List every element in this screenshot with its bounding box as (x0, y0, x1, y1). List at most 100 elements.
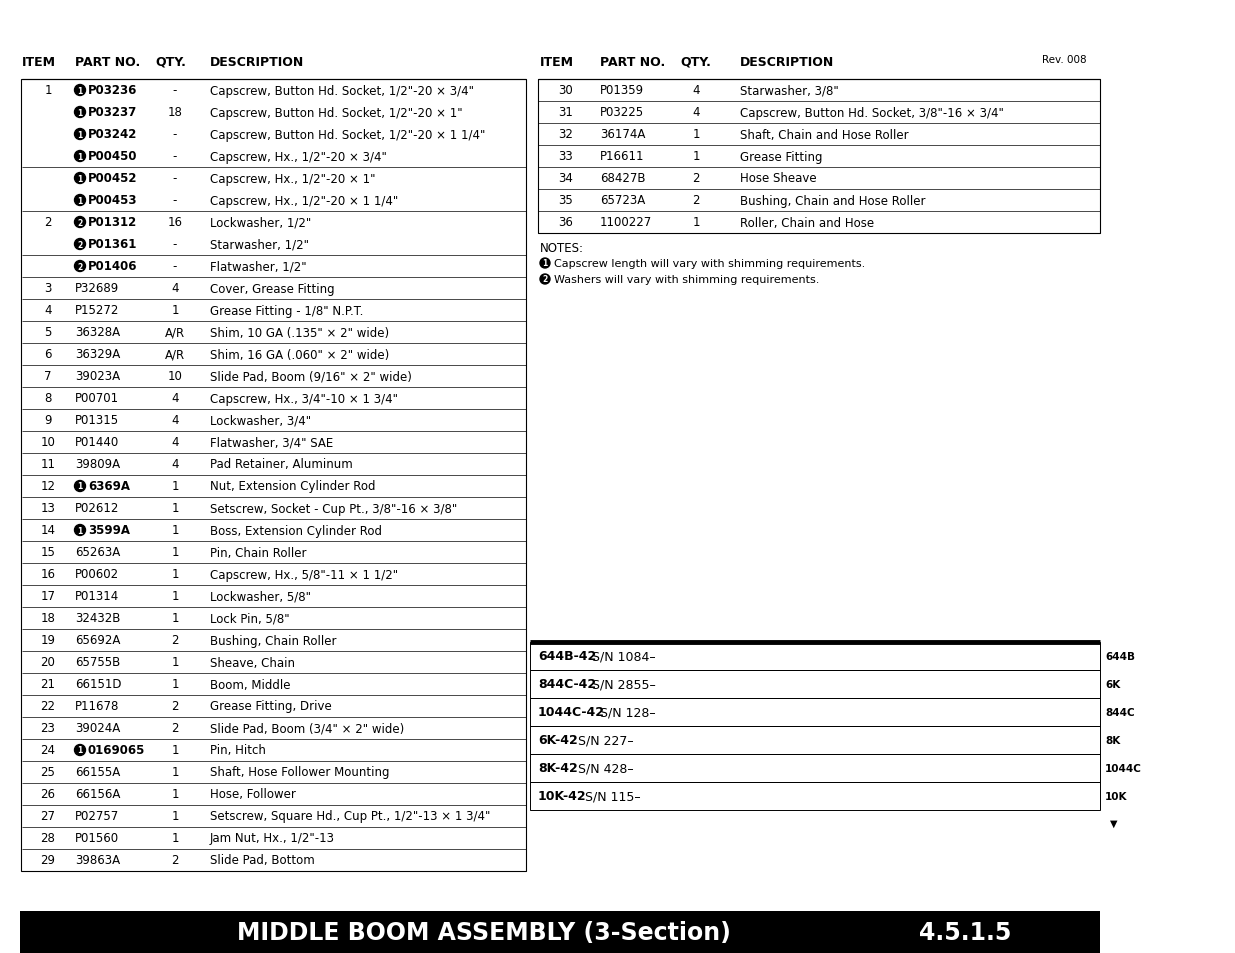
Text: P03237: P03237 (88, 107, 137, 119)
Text: 10: 10 (41, 436, 56, 449)
Text: Setscrew, Socket - Cup Pt., 3/8"-16 × 3/8": Setscrew, Socket - Cup Pt., 3/8"-16 × 3/… (210, 502, 457, 515)
Text: 1: 1 (78, 482, 83, 491)
Text: QTY.: QTY. (156, 55, 186, 69)
Text: Shaft, Hose Follower Mounting: Shaft, Hose Follower Mounting (210, 765, 389, 779)
Bar (530, 726, 1100, 754)
Text: P00453: P00453 (88, 194, 137, 208)
Text: Grease Fitting, Drive: Grease Fitting, Drive (210, 700, 332, 713)
Text: 1044C-42: 1044C-42 (538, 706, 605, 719)
Text: 19: 19 (41, 634, 56, 647)
Text: 1: 1 (172, 590, 179, 603)
Text: 4: 4 (172, 392, 179, 405)
Text: Roller, Chain and Hose: Roller, Chain and Hose (740, 216, 874, 230)
Text: MIDDLE BOOM ASSEMBLY (3-Section): MIDDLE BOOM ASSEMBLY (3-Section) (237, 920, 731, 944)
Text: 4: 4 (172, 458, 179, 471)
Text: 39809A: 39809A (75, 458, 120, 471)
Text: 2: 2 (172, 721, 179, 735)
Text: -: - (173, 194, 177, 208)
Text: ▼: ▼ (1110, 818, 1118, 828)
Text: 16: 16 (41, 568, 56, 581)
Text: P02612: P02612 (75, 502, 120, 515)
Text: 16: 16 (168, 216, 183, 230)
Text: 27: 27 (41, 810, 56, 822)
Text: 1: 1 (78, 174, 83, 183)
Text: 0169065: 0169065 (88, 743, 146, 757)
Circle shape (74, 261, 85, 273)
Text: 9: 9 (44, 414, 52, 427)
Text: 4: 4 (172, 414, 179, 427)
Text: 6K: 6K (1105, 679, 1120, 689)
Text: P03236: P03236 (88, 85, 137, 97)
Text: 2: 2 (78, 262, 83, 272)
Text: 644B-42: 644B-42 (538, 650, 597, 662)
Text: Capscrew, Hx., 1/2"-20 × 1": Capscrew, Hx., 1/2"-20 × 1" (210, 172, 375, 185)
Text: 31: 31 (558, 107, 573, 119)
Text: 65755B: 65755B (75, 656, 120, 669)
Text: Capscrew, Hx., 1/2"-20 × 3/4": Capscrew, Hx., 1/2"-20 × 3/4" (210, 151, 387, 163)
Text: 36329A: 36329A (75, 348, 120, 361)
Text: 68427B: 68427B (600, 172, 646, 185)
Text: 4: 4 (44, 304, 52, 317)
Text: 1: 1 (172, 743, 179, 757)
Text: 1: 1 (78, 526, 83, 535)
Text: Flatwasher, 3/4" SAE: Flatwasher, 3/4" SAE (210, 436, 333, 449)
Text: 66155A: 66155A (75, 765, 120, 779)
Text: 65692A: 65692A (75, 634, 120, 647)
Text: Slide Pad, Bottom: Slide Pad, Bottom (210, 854, 315, 866)
Text: 1: 1 (78, 196, 83, 205)
Text: 1: 1 (44, 85, 52, 97)
Text: 8: 8 (44, 392, 52, 405)
Text: 1044C: 1044C (1105, 763, 1142, 773)
Circle shape (74, 86, 85, 96)
Bar (538, 80, 1100, 233)
Text: 24: 24 (41, 743, 56, 757)
Text: S/N 128–: S/N 128– (595, 706, 656, 719)
Text: Capscrew length will vary with shimming requirements.: Capscrew length will vary with shimming … (555, 258, 866, 269)
Text: 1: 1 (693, 129, 700, 141)
Text: 2: 2 (172, 854, 179, 866)
Text: QTY.: QTY. (680, 55, 711, 69)
Text: -: - (173, 85, 177, 97)
Text: Pin, Chain Roller: Pin, Chain Roller (210, 546, 306, 558)
Text: 6369A: 6369A (88, 480, 130, 493)
Text: 1: 1 (172, 656, 179, 669)
Text: 3: 3 (44, 282, 52, 295)
Text: Capscrew, Hx., 1/2"-20 × 1 1/4": Capscrew, Hx., 1/2"-20 × 1 1/4" (210, 194, 398, 208)
Text: 29: 29 (41, 854, 56, 866)
Text: 10: 10 (168, 370, 183, 383)
Text: Shim, 10 GA (.135" × 2" wide): Shim, 10 GA (.135" × 2" wide) (210, 326, 389, 339)
Text: P01440: P01440 (75, 436, 120, 449)
Text: Starwasher, 1/2": Starwasher, 1/2" (210, 238, 309, 252)
Circle shape (74, 152, 85, 162)
Text: 65263A: 65263A (75, 546, 120, 558)
Text: 2: 2 (78, 240, 83, 250)
Text: 1: 1 (693, 151, 700, 163)
Text: P03242: P03242 (88, 129, 137, 141)
Circle shape (74, 481, 85, 492)
Text: DESCRIPTION: DESCRIPTION (740, 55, 835, 69)
Text: 36: 36 (558, 216, 573, 230)
Circle shape (74, 108, 85, 118)
Text: Rev. 008: Rev. 008 (1042, 55, 1087, 65)
Text: 33: 33 (558, 151, 573, 163)
Text: 65723A: 65723A (600, 194, 645, 208)
Text: 39863A: 39863A (75, 854, 120, 866)
Text: P01359: P01359 (600, 85, 645, 97)
Text: P01315: P01315 (75, 414, 119, 427)
Text: 1: 1 (172, 502, 179, 515)
Circle shape (74, 173, 85, 184)
Text: Bushing, Chain and Hose Roller: Bushing, Chain and Hose Roller (740, 194, 925, 208)
Text: 8K: 8K (1105, 735, 1120, 745)
Text: Jam Nut, Hx., 1/2"-13: Jam Nut, Hx., 1/2"-13 (210, 832, 335, 844)
Text: 39024A: 39024A (75, 721, 120, 735)
Text: ITEM: ITEM (540, 55, 574, 69)
Text: Bushing, Chain Roller: Bushing, Chain Roller (210, 634, 336, 647)
Text: 11: 11 (41, 458, 56, 471)
Text: 1: 1 (172, 612, 179, 625)
Text: P01406: P01406 (88, 260, 137, 274)
Text: Slide Pad, Boom (9/16" × 2" wide): Slide Pad, Boom (9/16" × 2" wide) (210, 370, 412, 383)
Text: Capscrew, Hx., 5/8"-11 × 1 1/2": Capscrew, Hx., 5/8"-11 × 1 1/2" (210, 568, 398, 581)
Text: 4: 4 (172, 436, 179, 449)
Text: 1: 1 (172, 765, 179, 779)
Text: Lockwasher, 5/8": Lockwasher, 5/8" (210, 590, 311, 603)
